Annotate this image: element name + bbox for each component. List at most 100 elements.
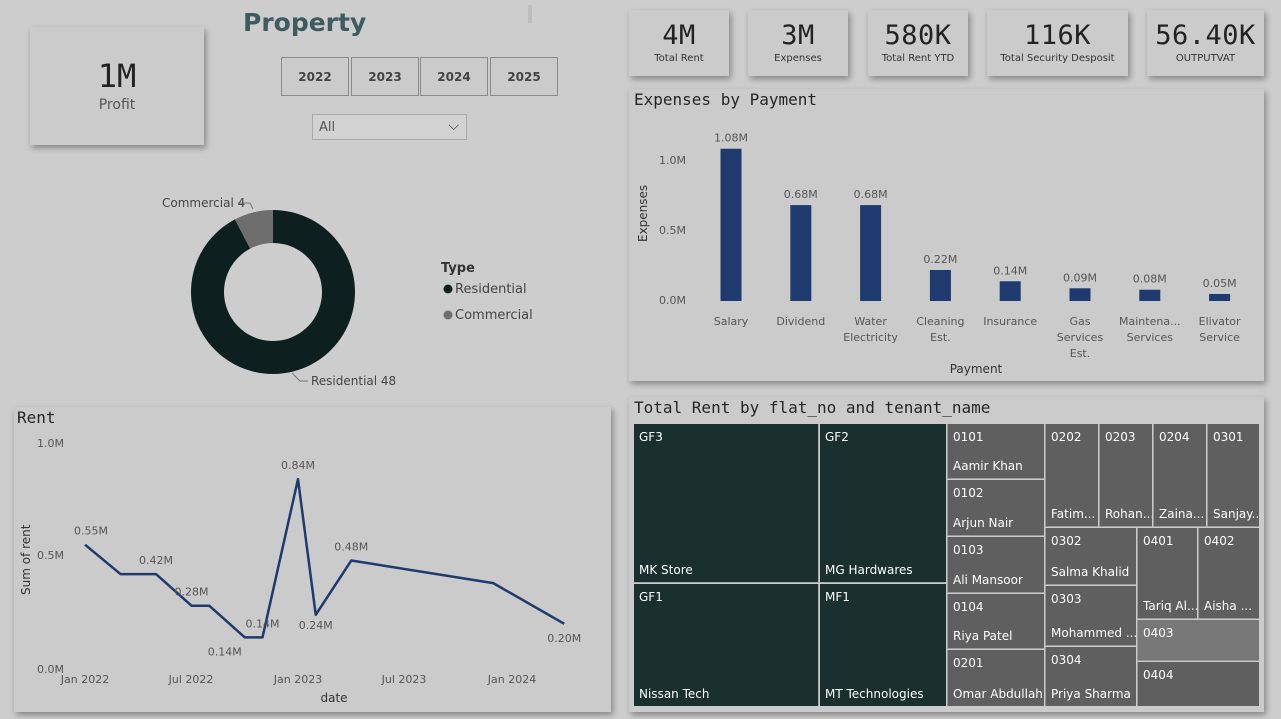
rent-chart-title: Rent xyxy=(17,408,56,427)
treemap-cell-0104[interactable]: 0104 Riya Patel xyxy=(947,594,1044,649)
rent-line[interactable] xyxy=(84,477,565,639)
x-tick: Jan 2024 xyxy=(487,673,536,686)
flat-no: 0204 xyxy=(1159,430,1190,444)
x-category-label: Est. xyxy=(1070,347,1091,360)
expenses-bar-chart: 1.0M 0.5M 0.0M Expenses Payment 1.08M Sal… xyxy=(636,132,1241,376)
tenant-name: Mohammed ... xyxy=(1051,626,1136,640)
treemap-cell-0102[interactable]: 0102 Arjun Nair xyxy=(947,480,1044,536)
leader-line-residential xyxy=(291,372,308,382)
flat-no: 0103 xyxy=(953,543,984,557)
profit-value: 1M xyxy=(97,57,137,95)
x-tick: Jul 2023 xyxy=(381,673,427,686)
kpi-label: Total Rent xyxy=(654,53,704,64)
kpi-value: 116K xyxy=(1023,20,1092,51)
legend-item-commercial[interactable]: Commercial xyxy=(455,308,533,323)
tenant-name: MG Hardwares xyxy=(825,563,913,577)
expense-bar[interactable] xyxy=(790,205,812,301)
flat-no: 0302 xyxy=(1051,534,1082,548)
flat-no: 0203 xyxy=(1105,430,1136,444)
point-value-label: 0.14M xyxy=(208,645,242,658)
bar-value-label: 0.22M xyxy=(923,253,957,266)
kpi-value: 3M xyxy=(781,20,815,51)
flat-no: 0303 xyxy=(1051,592,1082,606)
flat-no: 0404 xyxy=(1143,668,1174,682)
x-axis-label: Payment xyxy=(950,362,1003,376)
flat-no: 0304 xyxy=(1051,653,1082,667)
x-category-label: Service xyxy=(1199,331,1240,344)
kpi-total-rent: 4M Total Rent xyxy=(629,10,729,76)
kpi-value: 580K xyxy=(884,20,952,51)
flat-no: 0402 xyxy=(1204,534,1235,548)
year-button-2024[interactable]: 2024 xyxy=(420,57,488,96)
y-tick: 0.0M xyxy=(659,294,686,307)
treemap-cell-0204[interactable]: 0204 Zaina... xyxy=(1153,424,1206,527)
treemap-cell-gf2[interactable]: GF2 MG Hardwares xyxy=(820,424,946,583)
treemap-cell-0101[interactable]: 0101 Aamir Khan xyxy=(947,424,1044,479)
x-tick: Jan 2022 xyxy=(60,673,109,686)
bar-value-label: 0.09M xyxy=(1063,271,1097,284)
treemap-cell-0402[interactable]: 0402 Aisha ... xyxy=(1198,528,1259,619)
year-button-2023[interactable]: 2023 xyxy=(351,57,419,96)
expense-bar[interactable] xyxy=(860,205,882,301)
x-category-label: Maintena... xyxy=(1119,315,1181,328)
expense-bar[interactable] xyxy=(720,148,742,301)
tenant-name: Rohan... xyxy=(1105,507,1152,521)
expense-bar[interactable] xyxy=(999,281,1021,301)
donut-slice-residential[interactable] xyxy=(190,210,356,374)
expense-bar[interactable] xyxy=(1209,293,1231,301)
tenant-name: Arjun Nair xyxy=(953,516,1014,530)
legend-title: Type xyxy=(441,261,475,276)
tenant-name: Zaina... xyxy=(1159,507,1205,521)
treemap-cell-0303[interactable]: 0303 Mohammed ... xyxy=(1045,586,1136,646)
page-title: Property xyxy=(243,8,367,37)
expense-bar[interactable] xyxy=(1139,289,1161,301)
tenant-name: Aisha ... xyxy=(1204,599,1253,613)
treemap-cell-0201[interactable]: 0201 Omar Abdullah xyxy=(947,650,1044,706)
flat-no: 0102 xyxy=(953,486,984,500)
point-value-label: 0.24M xyxy=(299,619,333,632)
year-button-2022[interactable]: 2022 xyxy=(281,57,349,96)
tenant-name: Priya Sharma xyxy=(1051,687,1131,701)
bar-value-label: 0.14M xyxy=(993,264,1027,277)
treemap-cell-0401[interactable]: 0401 Tariq Al... xyxy=(1137,528,1197,619)
treemap-cell-0301[interactable]: 0301 Sanjay... xyxy=(1207,424,1259,527)
expense-bar[interactable] xyxy=(929,269,951,301)
flat-no: 0403 xyxy=(1143,626,1174,640)
treemap-cell-mf1[interactable]: MF1 MT Technologies xyxy=(820,584,946,706)
kpi-value: 56.40K xyxy=(1155,20,1256,51)
tenant-name: Aamir Khan xyxy=(953,459,1023,473)
treemap-cell-0202[interactable]: 0202 Fatim... xyxy=(1045,424,1098,527)
y-tick: 0.5M xyxy=(37,549,64,562)
treemap-cell-0203[interactable]: 0203 Rohan... xyxy=(1099,424,1152,527)
bar-value-label: 0.05M xyxy=(1203,277,1237,290)
treemap-cell-0304[interactable]: 0304 Priya Sharma xyxy=(1045,647,1136,706)
treemap-cell-0103[interactable]: 0103 Ali Mansoor xyxy=(947,537,1044,593)
x-category-label: Cleaning xyxy=(916,315,964,328)
y-axis-label: Sum of rent xyxy=(19,524,33,595)
year-button-2025[interactable]: 2025 xyxy=(490,57,558,96)
tenant-name: Tariq Al... xyxy=(1143,599,1197,613)
legend-item-residential[interactable]: Residential xyxy=(455,282,527,297)
flat-no: GF2 xyxy=(825,430,849,444)
treemap-cell-gf1[interactable]: GF1 Nissan Tech xyxy=(634,584,819,706)
profit-label: Profit xyxy=(98,97,136,113)
treemap-cell-gf3[interactable]: GF3 MK Store xyxy=(634,424,819,583)
x-category-label: Dividend xyxy=(776,315,825,328)
flat-no: 0401 xyxy=(1143,534,1174,548)
expense-bar[interactable] xyxy=(1069,288,1091,301)
tenant-name: Riya Patel xyxy=(953,629,1013,643)
treemap-cell-0404[interactable]: 0404 xyxy=(1137,662,1259,706)
filter-dropdown[interactable]: All ⌵ xyxy=(312,114,467,140)
bar-value-label: 0.08M xyxy=(1133,273,1167,286)
x-category-label: Services xyxy=(1057,331,1104,344)
y-tick: 0.0M xyxy=(37,663,64,676)
treemap-cell-0403[interactable]: 0403 xyxy=(1137,620,1259,661)
treemap-cell-0302[interactable]: 0302 Salma Khalid xyxy=(1045,528,1136,585)
x-category-label: Services xyxy=(1127,331,1174,344)
donut-label-commercial: Commercial 4 xyxy=(162,196,245,210)
x-category-label: Insurance xyxy=(983,315,1037,328)
x-axis-label: date xyxy=(320,691,347,705)
point-value-label: 0.48M xyxy=(334,541,368,554)
flat-no: 0202 xyxy=(1051,430,1082,444)
donut-slice-commercial[interactable] xyxy=(234,210,273,249)
